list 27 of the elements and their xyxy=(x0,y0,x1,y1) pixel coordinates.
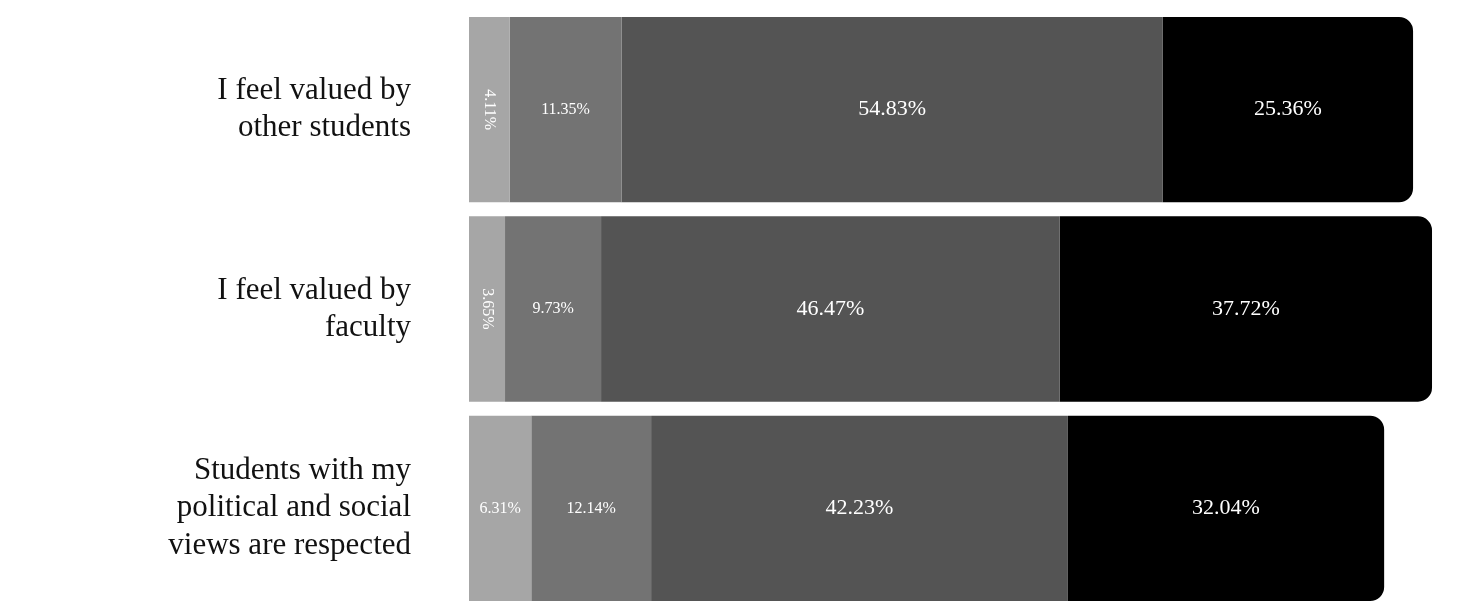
bar xyxy=(531,415,652,602)
bar xyxy=(505,216,602,402)
data-label: 12.14% xyxy=(566,498,616,516)
bar xyxy=(469,415,532,602)
bar xyxy=(1067,415,1385,602)
bar xyxy=(469,216,506,402)
data-label: 11.35% xyxy=(541,99,590,117)
y-tick-label: I feel valued by faculty xyxy=(217,270,412,343)
bar xyxy=(469,16,510,203)
data-label: 4.11% xyxy=(482,89,500,131)
data-label: 32.04% xyxy=(1192,494,1260,520)
data-label: 37.72% xyxy=(1211,294,1280,320)
bar xyxy=(621,16,1163,203)
bar xyxy=(651,415,1068,602)
y-tick-label: Students with my political and social views are respected xyxy=(168,451,412,561)
y-tick-label: I feel valued by other students xyxy=(217,71,412,144)
data-label: 6.31% xyxy=(479,498,521,516)
data-label: 46.47% xyxy=(796,294,865,320)
data-label: 54.83% xyxy=(858,95,927,121)
bar xyxy=(1059,216,1433,402)
data-label: 25.36% xyxy=(1254,95,1322,121)
data-label: 42.23% xyxy=(825,494,894,520)
bar xyxy=(509,16,622,203)
data-label: 3.65% xyxy=(479,288,497,330)
data-label: 9.73% xyxy=(532,299,574,317)
bar xyxy=(1162,16,1414,203)
bar xyxy=(601,216,1060,402)
